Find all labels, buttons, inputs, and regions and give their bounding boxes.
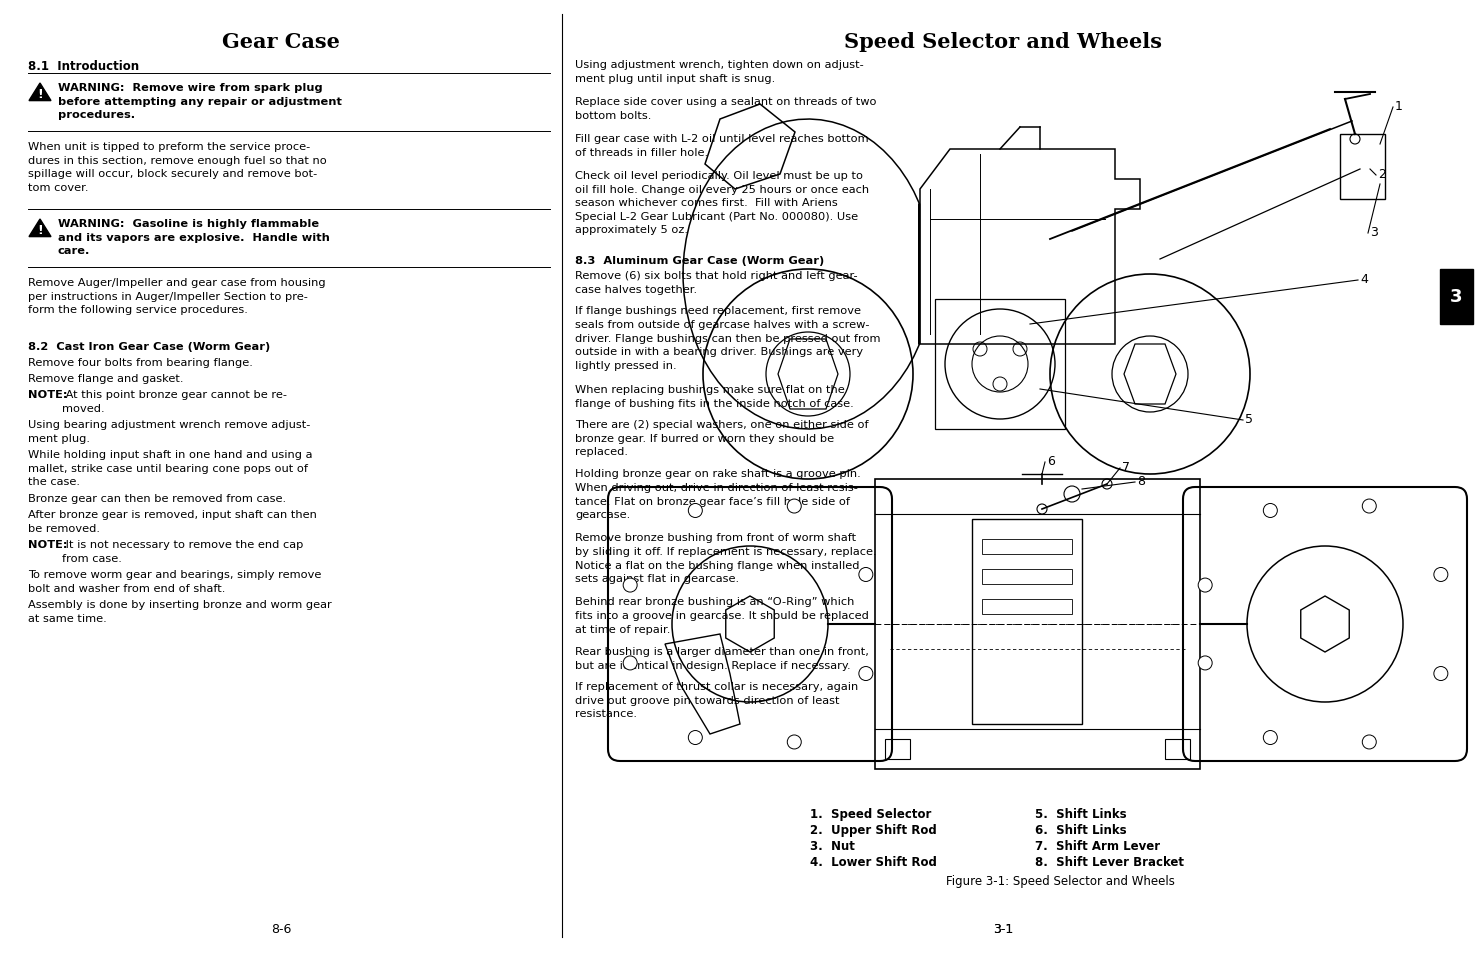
Text: NOTE:: NOTE: <box>28 390 68 399</box>
Polygon shape <box>30 84 52 101</box>
Text: 4.  Lower Shift Rod: 4. Lower Shift Rod <box>810 855 937 868</box>
Circle shape <box>1198 578 1212 593</box>
Circle shape <box>1363 735 1376 749</box>
Text: 6: 6 <box>1047 455 1055 468</box>
Circle shape <box>689 504 702 517</box>
Bar <box>1165 740 1190 760</box>
Circle shape <box>1434 568 1448 582</box>
Circle shape <box>788 735 801 749</box>
Text: 8: 8 <box>1137 475 1145 488</box>
Text: When replacing bushings make sure flat on the
flange of bushing fits in the insi: When replacing bushings make sure flat o… <box>575 385 854 408</box>
Circle shape <box>858 568 873 582</box>
Text: 8.3  Aluminum Gear Case (Worm Gear): 8.3 Aluminum Gear Case (Worm Gear) <box>575 255 825 265</box>
Polygon shape <box>30 220 52 237</box>
Text: Remove (6) six bolts that hold right and left gear-
case halves together.: Remove (6) six bolts that hold right and… <box>575 272 857 294</box>
Text: Gear Case: Gear Case <box>223 32 339 52</box>
Bar <box>1440 270 1474 325</box>
Text: Remove four bolts from bearing flange.: Remove four bolts from bearing flange. <box>28 357 252 368</box>
Text: 8-6: 8-6 <box>271 923 291 936</box>
Circle shape <box>689 731 702 744</box>
Text: 3-1: 3-1 <box>993 923 1013 936</box>
Text: Speed Selector and Wheels: Speed Selector and Wheels <box>844 32 1162 52</box>
Text: Remove bronze bushing from front of worm shaft
by sliding it off. If replacement: Remove bronze bushing from front of worm… <box>575 533 876 583</box>
Text: Figure 3-1: Speed Selector and Wheels: Figure 3-1: Speed Selector and Wheels <box>945 874 1174 887</box>
Text: There are (2) special washers, one on either side of
bronze gear. If burred or w: There are (2) special washers, one on ei… <box>575 419 869 456</box>
Text: 5: 5 <box>1245 413 1252 426</box>
Text: While holding input shaft in one hand and using a
mallet, strike case until bear: While holding input shaft in one hand an… <box>28 450 313 487</box>
Text: It is not necessary to remove the end cap
from case.: It is not necessary to remove the end ca… <box>62 539 304 563</box>
Text: 8.  Shift Lever Bracket: 8. Shift Lever Bracket <box>1035 855 1184 868</box>
Text: !: ! <box>37 89 43 101</box>
Text: 1.  Speed Selector: 1. Speed Selector <box>810 807 931 821</box>
Bar <box>935 299 1065 430</box>
Text: Check oil level periodically. Oil level must be up to
oil fill hole. Change oil : Check oil level periodically. Oil level … <box>575 171 869 235</box>
Text: 3: 3 <box>1450 288 1463 306</box>
Text: Behind rear bronze bushing is an “O-Ring” which
fits into a groove in gearcase. : Behind rear bronze bushing is an “O-Ring… <box>575 597 869 634</box>
Text: Bronze gear can then be removed from case.: Bronze gear can then be removed from cas… <box>28 494 286 503</box>
Circle shape <box>622 578 637 593</box>
Text: 3-1: 3-1 <box>993 923 1013 936</box>
Text: Replace side cover using a sealant on threads of two
bottom bolts.: Replace side cover using a sealant on th… <box>575 97 876 120</box>
Text: 8.1  Introduction: 8.1 Introduction <box>28 60 139 73</box>
Circle shape <box>1263 731 1277 744</box>
Circle shape <box>622 657 637 670</box>
Text: Holding bronze gear on rake shaft is a groove pin.
When driving out, drive in di: Holding bronze gear on rake shaft is a g… <box>575 469 861 519</box>
Text: NOTE:: NOTE: <box>28 539 68 550</box>
Text: After bronze gear is removed, input shaft can then
be removed.: After bronze gear is removed, input shaf… <box>28 510 317 533</box>
Text: If flange bushings need replacement, first remove
seals from outside of gearcase: If flange bushings need replacement, fir… <box>575 306 881 371</box>
Text: 3.  Nut: 3. Nut <box>810 840 856 852</box>
Text: 3: 3 <box>1370 226 1378 239</box>
Text: Remove Auger/Impeller and gear case from housing
per instructions in Auger/Impel: Remove Auger/Impeller and gear case from… <box>28 277 326 314</box>
Text: Fill gear case with L-2 oil until level reaches bottom
of threads in filler hole: Fill gear case with L-2 oil until level … <box>575 133 869 157</box>
Text: 2: 2 <box>1378 169 1386 181</box>
Text: At this point bronze gear cannot be re-
moved.: At this point bronze gear cannot be re- … <box>62 390 288 414</box>
Text: 7: 7 <box>1122 461 1130 474</box>
Text: Remove flange and gasket.: Remove flange and gasket. <box>28 374 183 384</box>
Text: 8.2  Cast Iron Gear Case (Worm Gear): 8.2 Cast Iron Gear Case (Worm Gear) <box>28 341 270 352</box>
Text: If replacement of thrust collar is necessary, again
drive out groove pin towards: If replacement of thrust collar is neces… <box>575 681 858 719</box>
Bar <box>1339 135 1385 200</box>
Bar <box>982 569 1072 584</box>
Text: 5.  Shift Links: 5. Shift Links <box>1035 807 1127 821</box>
Text: 4: 4 <box>1360 274 1367 286</box>
Text: Using adjustment wrench, tighten down on adjust-
ment plug until input shaft is : Using adjustment wrench, tighten down on… <box>575 60 864 84</box>
Bar <box>875 479 1201 769</box>
Text: Rear bushing is a larger diameter than one in front,
but are identical in design: Rear bushing is a larger diameter than o… <box>575 646 869 670</box>
Text: 2.  Upper Shift Rod: 2. Upper Shift Rod <box>810 823 937 836</box>
Circle shape <box>1263 504 1277 517</box>
Bar <box>982 599 1072 615</box>
Text: 6.  Shift Links: 6. Shift Links <box>1035 823 1127 836</box>
Text: Assembly is done by inserting bronze and worm gear
at same time.: Assembly is done by inserting bronze and… <box>28 599 332 623</box>
Text: To remove worm gear and bearings, simply remove
bolt and washer from end of shaf: To remove worm gear and bearings, simply… <box>28 569 322 593</box>
Text: WARNING:  Gasoline is highly flammable
and its vapors are explosive.  Handle wit: WARNING: Gasoline is highly flammable an… <box>58 219 330 256</box>
Text: !: ! <box>37 224 43 237</box>
Circle shape <box>1363 499 1376 514</box>
Text: 1: 1 <box>1395 100 1403 113</box>
Circle shape <box>1434 667 1448 680</box>
Circle shape <box>1198 657 1212 670</box>
Bar <box>982 539 1072 555</box>
Text: WARNING:  Remove wire from spark plug
before attempting any repair or adjustment: WARNING: Remove wire from spark plug bef… <box>58 83 342 120</box>
Text: When unit is tipped to preform the service proce-
dures in this section, remove : When unit is tipped to preform the servi… <box>28 142 327 193</box>
Circle shape <box>858 667 873 680</box>
Bar <box>972 519 1083 724</box>
Text: Using bearing adjustment wrench remove adjust-
ment plug.: Using bearing adjustment wrench remove a… <box>28 419 310 443</box>
Circle shape <box>788 499 801 514</box>
Text: 7.  Shift Arm Lever: 7. Shift Arm Lever <box>1035 840 1161 852</box>
Bar <box>885 740 910 760</box>
